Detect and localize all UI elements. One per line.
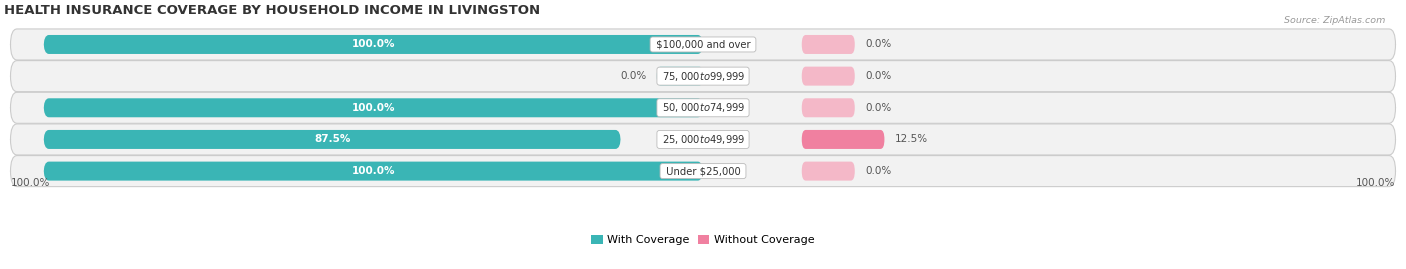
FancyBboxPatch shape — [44, 35, 703, 54]
FancyBboxPatch shape — [10, 29, 1396, 60]
Legend: With Coverage, Without Coverage: With Coverage, Without Coverage — [588, 231, 818, 250]
Text: 100.0%: 100.0% — [352, 40, 395, 49]
FancyBboxPatch shape — [10, 124, 1396, 155]
Text: 0.0%: 0.0% — [865, 103, 891, 113]
Text: HEALTH INSURANCE COVERAGE BY HOUSEHOLD INCOME IN LIVINGSTON: HEALTH INSURANCE COVERAGE BY HOUSEHOLD I… — [4, 4, 540, 17]
Text: 87.5%: 87.5% — [314, 134, 350, 144]
Text: 0.0%: 0.0% — [865, 40, 891, 49]
FancyBboxPatch shape — [44, 162, 703, 180]
Text: 100.0%: 100.0% — [352, 166, 395, 176]
Text: 100.0%: 100.0% — [352, 103, 395, 113]
Text: $50,000 to $74,999: $50,000 to $74,999 — [659, 101, 747, 114]
Text: Source: ZipAtlas.com: Source: ZipAtlas.com — [1284, 16, 1385, 25]
Text: $75,000 to $99,999: $75,000 to $99,999 — [659, 70, 747, 83]
Text: 100.0%: 100.0% — [1355, 178, 1395, 188]
FancyBboxPatch shape — [44, 130, 620, 149]
Text: 0.0%: 0.0% — [865, 166, 891, 176]
Text: $25,000 to $49,999: $25,000 to $49,999 — [659, 133, 747, 146]
FancyBboxPatch shape — [657, 67, 703, 86]
FancyBboxPatch shape — [801, 67, 855, 86]
FancyBboxPatch shape — [801, 162, 855, 180]
Text: 0.0%: 0.0% — [620, 71, 647, 81]
Text: 0.0%: 0.0% — [865, 71, 891, 81]
Text: 12.5%: 12.5% — [894, 134, 928, 144]
Text: $100,000 and over: $100,000 and over — [652, 40, 754, 49]
Text: 100.0%: 100.0% — [11, 178, 51, 188]
FancyBboxPatch shape — [10, 155, 1396, 187]
FancyBboxPatch shape — [801, 130, 884, 149]
FancyBboxPatch shape — [10, 92, 1396, 123]
FancyBboxPatch shape — [44, 98, 703, 117]
FancyBboxPatch shape — [10, 61, 1396, 92]
FancyBboxPatch shape — [801, 98, 855, 117]
Text: Under $25,000: Under $25,000 — [662, 166, 744, 176]
FancyBboxPatch shape — [801, 35, 855, 54]
